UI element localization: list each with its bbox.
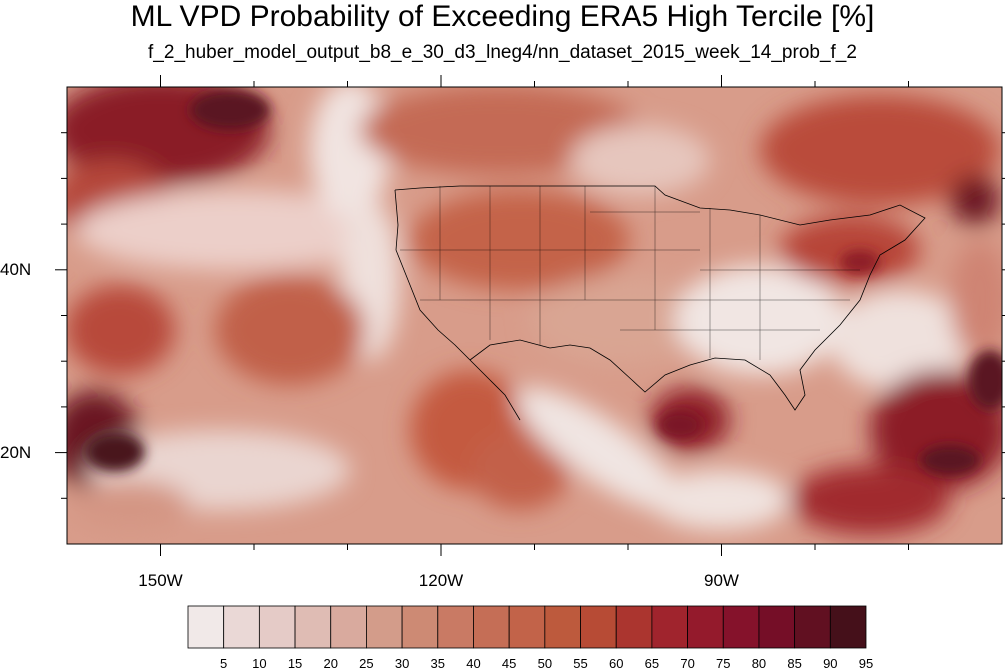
colorbar-swatch xyxy=(758,605,796,649)
colorbar-label: 30 xyxy=(394,656,410,671)
colorbar-label: 5 xyxy=(220,656,228,671)
lon-tick-label: 150W xyxy=(138,571,183,590)
coastlines xyxy=(394,185,926,421)
colorbar-swatch xyxy=(544,605,581,649)
chart-title: ML VPD Probability of Exceeding ERA5 Hig… xyxy=(130,0,875,33)
axis-ticks xyxy=(55,75,1005,556)
lon-tick-label: 120W xyxy=(418,571,464,590)
colorbar-label: 10 xyxy=(252,656,267,671)
colorbar-label: 85 xyxy=(787,656,802,671)
lat-tick-label: 20N xyxy=(0,442,32,462)
colorbar-label: 60 xyxy=(608,656,624,671)
colorbar-label: 90 xyxy=(823,656,838,671)
colorbar-swatch xyxy=(223,605,260,649)
colorbar-swatch xyxy=(294,605,332,649)
colorbar-label: 70 xyxy=(680,656,695,671)
colorbar-label: 55 xyxy=(573,656,588,671)
colorbar-label: 75 xyxy=(716,656,731,671)
colorbar-swatch xyxy=(508,605,546,649)
colorbar-label: 50 xyxy=(537,656,553,671)
colorbar-label: 25 xyxy=(359,656,374,671)
colorbar-label: 45 xyxy=(501,656,517,671)
colorbar-swatch xyxy=(187,605,225,649)
lon-tick-label: 90W xyxy=(704,571,739,590)
state-borders xyxy=(400,186,860,360)
colorbar-swatch xyxy=(829,605,867,649)
colorbar-label: 40 xyxy=(466,656,481,671)
colorbar-label: 20 xyxy=(323,656,338,671)
colorbar-label: 15 xyxy=(287,656,303,671)
colorbar-swatch xyxy=(366,605,403,649)
colorbar-swatch xyxy=(794,605,831,649)
colorbar-label: 65 xyxy=(644,656,660,671)
colorbar-swatch xyxy=(687,605,724,649)
probability-field xyxy=(67,87,1002,544)
colorbar-label: 95 xyxy=(858,656,874,671)
colorbar-label: 35 xyxy=(430,656,446,671)
lat-tick-label: 40N xyxy=(0,259,32,279)
colorbar-label: 80 xyxy=(751,656,767,671)
colorbar-swatch xyxy=(401,605,439,649)
colorbar xyxy=(187,605,867,649)
colorbar-swatch xyxy=(722,605,760,649)
colorbar-swatch xyxy=(258,605,296,649)
chart-subtitle: f_2_huber_model_output_b8_e_30_d3_lneg4/… xyxy=(148,42,857,63)
colorbar-swatch xyxy=(437,605,474,649)
colorbar-swatch xyxy=(473,605,510,649)
colorbar-swatch xyxy=(330,605,367,649)
colorbar-swatch xyxy=(615,605,653,649)
colorbar-swatch xyxy=(580,605,617,649)
colorbar-swatch xyxy=(651,605,688,649)
